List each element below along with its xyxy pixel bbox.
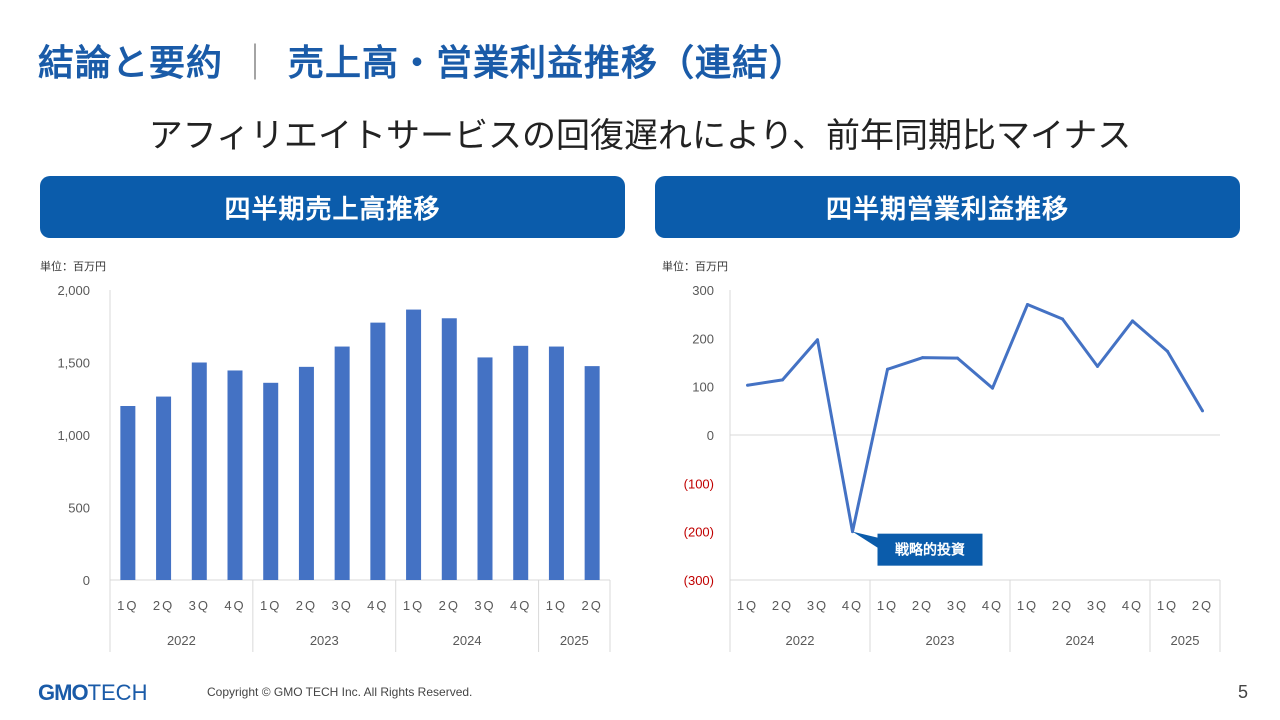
profit-year-label: 2025 bbox=[1171, 633, 1200, 648]
revenue-quarter-tick-label: 2Q bbox=[296, 598, 317, 613]
operating-profit-chart-header: 四半期営業利益推移 bbox=[655, 176, 1240, 238]
logo-tech-text: TECH bbox=[87, 680, 148, 705]
revenue-y-tick-label: 500 bbox=[68, 501, 90, 516]
revenue-year-label: 2022 bbox=[167, 633, 196, 648]
revenue-bar bbox=[298, 366, 314, 580]
profit-data-point bbox=[781, 378, 784, 382]
revenue-unit-label: 単位：百万円 bbox=[40, 259, 106, 273]
profit-y-tick-label: (300) bbox=[684, 573, 714, 588]
revenue-quarter-tick-label: 3Q bbox=[474, 598, 495, 613]
slide-title: 結論と要約 ｜ 売上高・営業利益推移（連結） bbox=[38, 34, 806, 86]
revenue-bar bbox=[334, 346, 350, 580]
revenue-quarter-tick-label: 1Q bbox=[117, 598, 138, 613]
profit-quarter-tick-label: 2Q bbox=[1192, 598, 1213, 613]
revenue-bar bbox=[513, 345, 529, 580]
profit-quarter-tick-label: 1Q bbox=[877, 598, 898, 613]
revenue-quarter-tick-label: 1Q bbox=[260, 598, 281, 613]
revenue-y-tick-label: 2,000 bbox=[57, 283, 90, 298]
page-number: 5 bbox=[1237, 682, 1248, 702]
revenue-bar bbox=[191, 362, 207, 580]
profit-data-point bbox=[1201, 409, 1204, 413]
slide-subtitle: アフィリエイトサービスの回復遅れにより、前年同期比マイナス bbox=[148, 116, 1132, 156]
profit-data-point bbox=[956, 356, 959, 360]
profit-y-tick-label: 200 bbox=[692, 331, 714, 346]
title-separator: ｜ bbox=[237, 43, 275, 84]
revenue-quarter-tick-label: 1Q bbox=[403, 598, 424, 613]
revenue-quarter-tick-label: 3Q bbox=[331, 598, 352, 613]
profit-y-tick-label: 300 bbox=[692, 283, 714, 298]
profit-year-label: 2023 bbox=[926, 633, 955, 648]
revenue-bar bbox=[406, 309, 422, 580]
revenue-bar bbox=[441, 318, 457, 580]
revenue-quarter-tick-label: 3Q bbox=[189, 598, 210, 613]
revenue-quarter-tick-label: 4Q bbox=[367, 598, 388, 613]
profit-y-tick-label: 0 bbox=[707, 428, 714, 443]
profit-quarter-tick-label: 3Q bbox=[807, 598, 828, 613]
profit-data-point bbox=[1131, 319, 1134, 323]
revenue-bar bbox=[584, 366, 600, 580]
profit-year-label: 2022 bbox=[786, 633, 815, 648]
revenue-bar bbox=[227, 370, 243, 580]
profit-quarter-tick-label: 3Q bbox=[947, 598, 968, 613]
profit-data-point bbox=[991, 386, 994, 390]
profit-data-point bbox=[1096, 364, 1099, 368]
profit-series-line bbox=[747, 303, 1204, 534]
profit-y-tick-label: (100) bbox=[684, 476, 714, 491]
profit-data-point bbox=[1061, 317, 1064, 321]
revenue-bar-chart: 単位：百万円 0 500 1,000 1,500 2,000 1Q 2Q 3Q 4Q 1Q 2Q 3Q 4… bbox=[40, 259, 611, 652]
logo-gmo-text: GMO bbox=[38, 680, 89, 705]
revenue-year-label: 2023 bbox=[310, 633, 339, 648]
strategic-investment-callout-pointer bbox=[852, 531, 878, 548]
profit-quarter-tick-label: 3Q bbox=[1087, 598, 1108, 613]
revenue-quarter-tick-label: 2Q bbox=[581, 598, 602, 613]
strategic-investment-callout-box bbox=[877, 533, 983, 566]
revenue-quarter-tick-label: 1Q bbox=[546, 598, 567, 613]
profit-quarter-tick-label: 2Q bbox=[1052, 598, 1073, 613]
profit-quarter-tick-label: 2Q bbox=[912, 598, 933, 613]
revenue-year-label: 2024 bbox=[453, 633, 482, 648]
revenue-bar bbox=[477, 357, 493, 580]
profit-quarter-tick-label: 1Q bbox=[737, 598, 758, 613]
revenue-quarter-tick-label: 4Q bbox=[224, 598, 245, 613]
profit-data-point bbox=[816, 338, 819, 342]
revenue-y-tick-label: 0 bbox=[83, 573, 90, 588]
profit-quarter-tick-label: 4Q bbox=[842, 598, 863, 613]
profit-quarter-tick-label: 4Q bbox=[982, 598, 1003, 613]
revenue-bar bbox=[263, 382, 279, 580]
gmo-tech-logo: GMOTECH bbox=[38, 680, 147, 706]
profit-data-point bbox=[921, 356, 924, 360]
title-main: 結論と要約 bbox=[38, 43, 224, 84]
profit-y-tick-label: 100 bbox=[692, 380, 714, 395]
strategic-investment-callout-text: 戦略的投資 bbox=[895, 542, 965, 558]
revenue-quarter-tick-label: 2Q bbox=[439, 598, 460, 613]
profit-quarter-tick-label: 2Q bbox=[772, 598, 793, 613]
revenue-y-tick-label: 1,000 bbox=[57, 428, 90, 443]
revenue-bar bbox=[120, 406, 136, 580]
profit-data-point bbox=[886, 367, 889, 371]
profit-unit-label: 単位：百万円 bbox=[662, 259, 728, 273]
title-topic: 売上高・営業利益推移（連結） bbox=[288, 43, 807, 84]
profit-quarter-tick-label: 1Q bbox=[1157, 598, 1178, 613]
revenue-chart-header: 四半期売上高推移 bbox=[40, 176, 625, 238]
profit-data-point bbox=[1166, 349, 1169, 353]
profit-year-label: 2024 bbox=[1066, 633, 1095, 648]
revenue-bar bbox=[156, 396, 172, 580]
revenue-y-tick-label: 1,500 bbox=[57, 356, 90, 371]
revenue-year-label: 2025 bbox=[560, 633, 589, 648]
copyright-text: Copyright © GMO TECH Inc. All Rights Res… bbox=[207, 685, 473, 699]
profit-data-point bbox=[746, 383, 749, 387]
profit-data-point bbox=[851, 530, 854, 534]
revenue-bar bbox=[548, 346, 564, 580]
revenue-quarter-tick-label: 2Q bbox=[153, 598, 174, 613]
profit-quarter-tick-label: 1Q bbox=[1017, 598, 1038, 613]
profit-y-tick-label: (200) bbox=[684, 525, 714, 540]
operating-profit-line-chart: 単位：百万円 300 200 100 0 (100) (200) (300) 1Q 2Q 3Q 4Q 1… bbox=[662, 259, 1221, 652]
revenue-quarter-tick-label: 4Q bbox=[510, 598, 531, 613]
profit-data-point bbox=[1026, 303, 1029, 306]
revenue-bar bbox=[370, 322, 386, 580]
profit-quarter-tick-label: 4Q bbox=[1122, 598, 1143, 613]
